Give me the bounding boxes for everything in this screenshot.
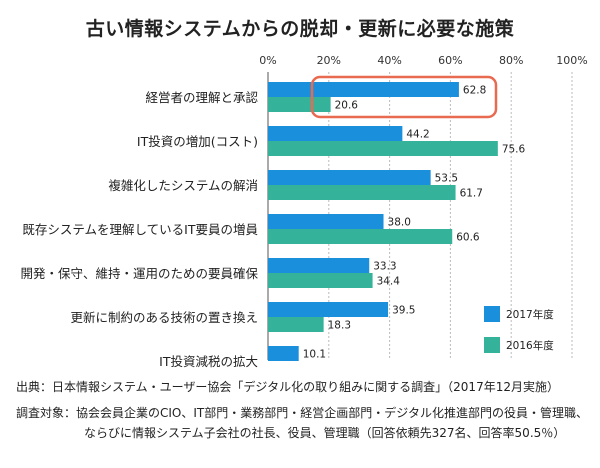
bar bbox=[268, 141, 498, 156]
bar bbox=[268, 273, 373, 288]
data-label: 39.5 bbox=[392, 305, 415, 317]
x-tick-label: 80% bbox=[499, 54, 523, 67]
x-tick-label: 0% bbox=[259, 54, 276, 67]
bar bbox=[268, 346, 299, 361]
x-tick-label: 60% bbox=[438, 54, 462, 67]
x-tick-label: 40% bbox=[377, 54, 401, 67]
legend-label: 2017年度 bbox=[506, 308, 554, 321]
data-label: 61.7 bbox=[460, 188, 483, 200]
category-label: IT投資減税の拡大 bbox=[159, 354, 258, 369]
bar-chart: 0% 20% 40% 60% 80% 100% 経営者の理解と承認 62.8 20.6 IT投資の… bbox=[20, 54, 587, 369]
data-label: 75.6 bbox=[502, 144, 526, 156]
bar bbox=[268, 229, 453, 244]
category-label: 開発・保守、維持・運用のための要員確保 bbox=[20, 266, 258, 281]
chart-title: 古い情報システムからの脱却・更新に必要な施策 bbox=[85, 18, 515, 40]
data-label: 60.6 bbox=[456, 232, 480, 244]
data-label: 44.2 bbox=[406, 129, 429, 141]
legend-swatch bbox=[484, 337, 500, 353]
legend-swatch bbox=[484, 306, 500, 322]
survey-subjects-note: 調査対象：協会会員企業のCIO、IT部門・業務部門・経営企画部門・デジタル化推進… bbox=[16, 406, 588, 420]
bar bbox=[268, 185, 456, 200]
x-tick-label: 100% bbox=[556, 54, 587, 67]
highlight-box bbox=[310, 75, 498, 119]
bar bbox=[268, 317, 324, 332]
legend-label: 2016年度 bbox=[506, 339, 554, 352]
category-label: 更新に制約のある技術の置き換え bbox=[70, 310, 258, 325]
category-label: 既存システムを理解しているIT要員の増員 bbox=[22, 222, 258, 237]
bar bbox=[268, 170, 431, 185]
data-label: 53.5 bbox=[435, 173, 458, 185]
bar bbox=[268, 97, 331, 112]
bar bbox=[268, 82, 459, 97]
bar bbox=[268, 214, 384, 229]
data-label: 20.6 bbox=[335, 100, 359, 112]
data-label: 10.1 bbox=[303, 349, 326, 361]
survey-subjects-note-continued: ならびに情報システム子会社の社長、役員、管理職（回答依頼先327名、回答率50.… bbox=[84, 426, 566, 440]
x-tick-label: 20% bbox=[317, 54, 341, 67]
data-label: 18.3 bbox=[328, 320, 351, 332]
data-label: 33.3 bbox=[373, 261, 396, 273]
category-label: 複雑化したシステムの解消 bbox=[108, 178, 258, 193]
source-note: 出典：日本情報システム・ユーザー協会「デジタル化の取り組みに関する調査」（201… bbox=[16, 380, 559, 394]
data-label: 62.8 bbox=[463, 85, 486, 97]
category-label: 経営者の理解と承認 bbox=[145, 90, 258, 105]
bar bbox=[268, 258, 370, 273]
category-label: IT投資の増加(コスト) bbox=[137, 134, 258, 149]
data-label: 38.0 bbox=[388, 217, 411, 229]
data-label: 34.4 bbox=[377, 276, 401, 288]
bar bbox=[268, 126, 403, 141]
bar bbox=[268, 302, 389, 317]
